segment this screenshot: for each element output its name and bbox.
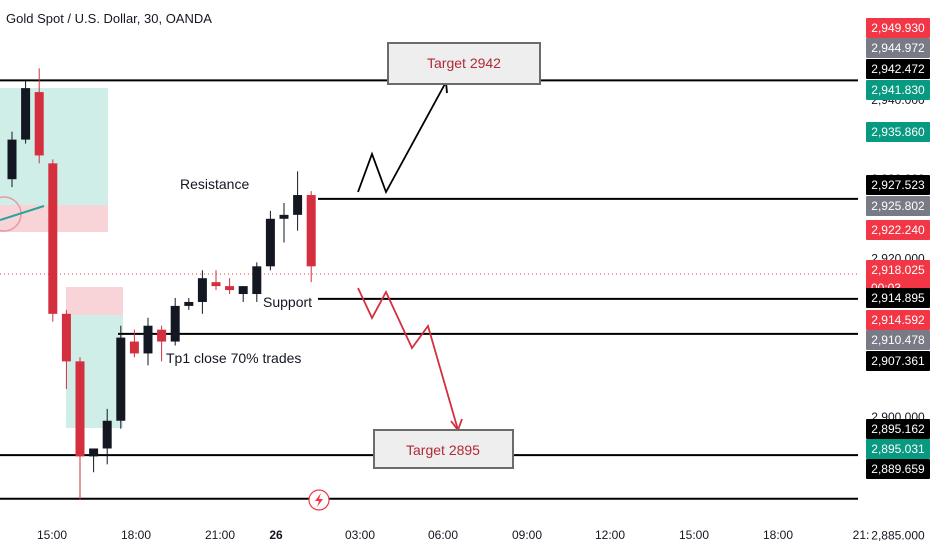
price-badge-label: 2,918.025 <box>871 263 925 277</box>
price-badge <box>866 459 930 479</box>
candle-body <box>211 282 221 287</box>
price-badge <box>866 175 930 195</box>
price-badge-label: 2,922.240 <box>871 223 925 237</box>
price-badge <box>866 439 930 459</box>
short-position-profit-zone <box>66 315 123 428</box>
price-badge-label: 2,895.031 <box>871 442 925 456</box>
lightning-icon-glyph <box>315 493 323 507</box>
x-tick-label: 18:00 <box>121 528 151 542</box>
x-tick-label: 21:00 <box>205 528 235 542</box>
candle-body <box>252 266 262 295</box>
left-marker-line <box>0 205 45 221</box>
candle-body <box>279 214 289 219</box>
candle-body <box>89 448 99 457</box>
support-label: Support <box>263 294 312 310</box>
resistance-label: Resistance <box>180 176 249 192</box>
price-badge-label: 2,907.361 <box>871 354 925 368</box>
candle-body <box>21 88 31 140</box>
candle-body <box>34 92 44 156</box>
bullish-projection-path <box>357 81 447 195</box>
price-badge-label: 2,941.830 <box>871 83 925 97</box>
candle-body <box>238 286 248 295</box>
candle-body <box>48 163 58 314</box>
short-position-loss-zone <box>66 287 123 315</box>
candle-body <box>102 420 112 449</box>
price-badge <box>866 122 930 142</box>
candle-body <box>225 286 235 291</box>
candle-body <box>197 278 207 302</box>
price-badge <box>866 419 930 439</box>
price-badge <box>866 310 930 330</box>
bearish-projection-path <box>357 287 459 431</box>
x-tick-label: 15:00 <box>37 528 67 542</box>
price-badge <box>866 220 930 240</box>
price-badge <box>866 38 930 58</box>
candle-body <box>75 361 85 457</box>
x-tick-label: 09:00 <box>512 528 542 542</box>
x-tick-label: 06:00 <box>428 528 458 542</box>
price-badge-label: 2,914.895 <box>871 291 925 305</box>
price-badge-label: 2,889.659 <box>871 462 925 476</box>
price-badge <box>866 288 930 308</box>
candle-body <box>170 305 180 342</box>
price-badge-label: 2,944.972 <box>871 41 925 55</box>
price-badge-label: 2,914.592 <box>871 313 925 327</box>
candle-body <box>7 139 17 180</box>
x-tick-label: 15:00 <box>679 528 709 542</box>
target-up-box <box>387 42 541 85</box>
candle-body <box>143 325 153 354</box>
target-up-label: Target 2942 <box>427 55 501 71</box>
price-badge-label: 2,910.478 <box>871 333 925 347</box>
price-badge-label: 2,935.860 <box>871 125 925 139</box>
x-tick-label: 18:00 <box>763 528 793 542</box>
price-badge-label: 2,925.802 <box>871 199 925 213</box>
candle-body <box>116 337 126 421</box>
candle-body <box>157 329 167 342</box>
target-down-box <box>373 429 514 469</box>
price-badge-label: 2,895.162 <box>871 422 925 436</box>
y-tick-label: 2,885.000 <box>871 529 925 543</box>
candle-body <box>265 218 275 267</box>
x-tick-label: 21: <box>853 528 870 542</box>
x-tick-label: 26 <box>269 528 283 542</box>
price-badge <box>866 59 930 79</box>
price-badge-label: 2,927.523 <box>871 178 925 192</box>
tp1-label: Tp1 close 70% trades <box>166 350 301 366</box>
target-down-label: Target 2895 <box>406 442 480 458</box>
candle-body <box>184 301 194 306</box>
candle-body <box>293 195 303 215</box>
price-badge <box>866 80 930 100</box>
candle-body <box>129 341 139 354</box>
chart-title: Gold Spot / U.S. Dollar, 30, OANDA <box>6 11 212 26</box>
candle-body <box>61 313 71 362</box>
price-badge-label: 2,949.930 <box>871 21 925 35</box>
candle-body <box>306 195 316 267</box>
price-badge-label: 2,942.472 <box>871 62 925 76</box>
price-badge <box>866 351 930 371</box>
x-tick-label: 03:00 <box>345 528 375 542</box>
price-badge <box>866 330 930 350</box>
x-tick-label: 12:00 <box>595 528 625 542</box>
price-badge <box>866 196 930 216</box>
price-badge <box>866 18 930 38</box>
